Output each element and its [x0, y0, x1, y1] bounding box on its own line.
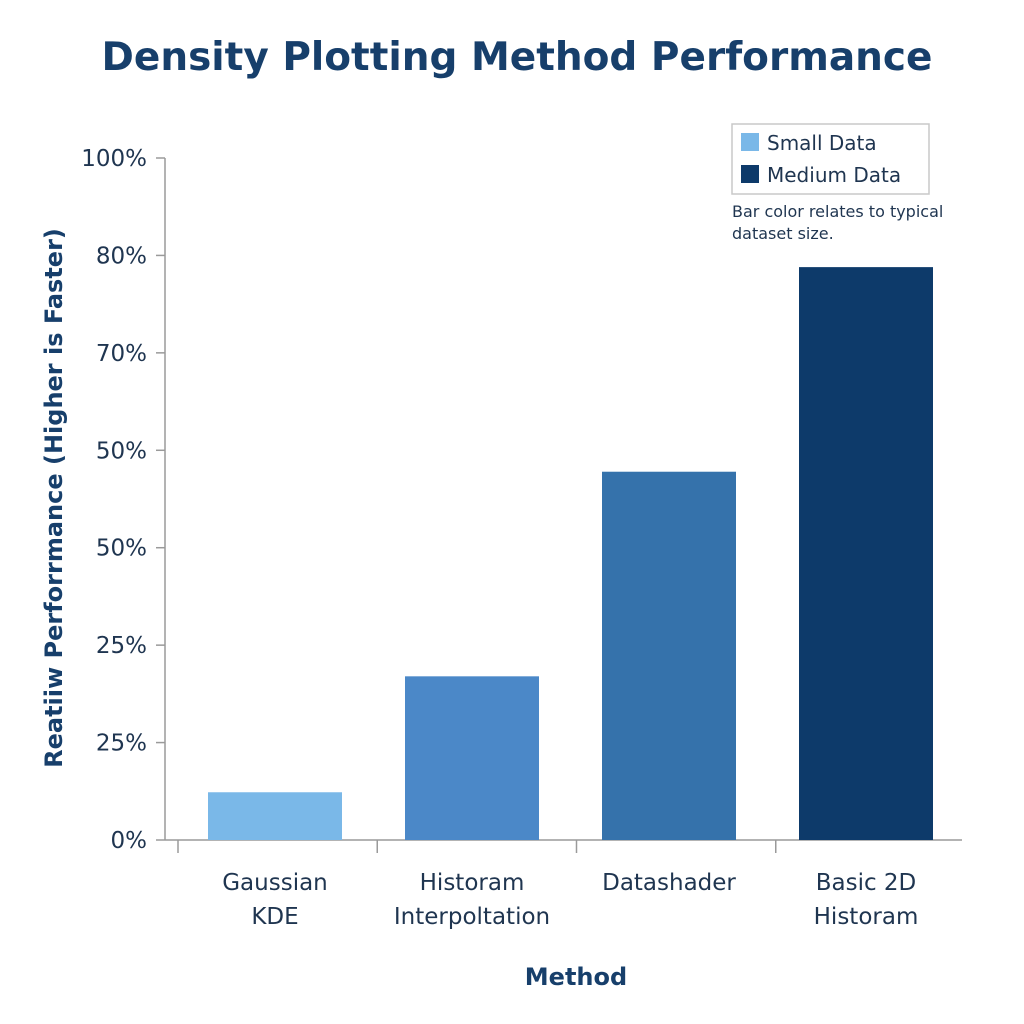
y-tick-label: 25% [96, 633, 147, 659]
legend-box [731, 123, 930, 195]
bar [799, 267, 933, 840]
legend-swatch [741, 133, 759, 151]
legend-swatch [741, 165, 759, 183]
legend-label: Medium Data [767, 163, 901, 187]
note-line: dataset size. [732, 224, 834, 243]
y-tick-label: 50% [96, 438, 147, 464]
bar [602, 471, 736, 840]
y-axis-title: Reatiiw Perforrmance (Higher is Faster) [40, 228, 68, 768]
category-labels: Gaussian KDE Historam Interpoltation Datasha… [222, 870, 918, 930]
y-tick-label: 50% [96, 536, 147, 562]
y-tick-label: 80% [96, 243, 147, 269]
y-axis: 0% 25% 25% 50% 50% 70% 80% 100% [81, 146, 166, 854]
x-tick-label: Gaussian [222, 870, 328, 896]
x-tick-label: Basic 2D [816, 870, 917, 896]
note-line: Bar color relates to typical [732, 202, 943, 221]
x-tick-label: Datashader [602, 870, 736, 896]
chart-title: Density Plotting Method Performance [102, 35, 933, 80]
y-tick-label: 25% [96, 731, 147, 757]
bar [405, 676, 539, 840]
x-axis [165, 839, 962, 853]
y-tick-label: 100% [81, 146, 147, 172]
bar [208, 792, 342, 840]
x-tick-label: Historam [420, 870, 525, 896]
y-tick-label: 0% [111, 828, 148, 854]
y-tick-label: 70% [96, 341, 147, 367]
chart-note: Bar color relates to typical dataset size… [732, 202, 943, 243]
legend-label: Small Data [767, 131, 877, 155]
x-tick-label: Historam [814, 904, 919, 930]
bars-group [208, 267, 933, 840]
x-tick-label: KDE [251, 904, 298, 930]
legend: Small Data Medium Data [731, 123, 930, 195]
x-tick-label: Interpoltation [394, 904, 550, 930]
x-axis-title: Method [525, 963, 627, 991]
